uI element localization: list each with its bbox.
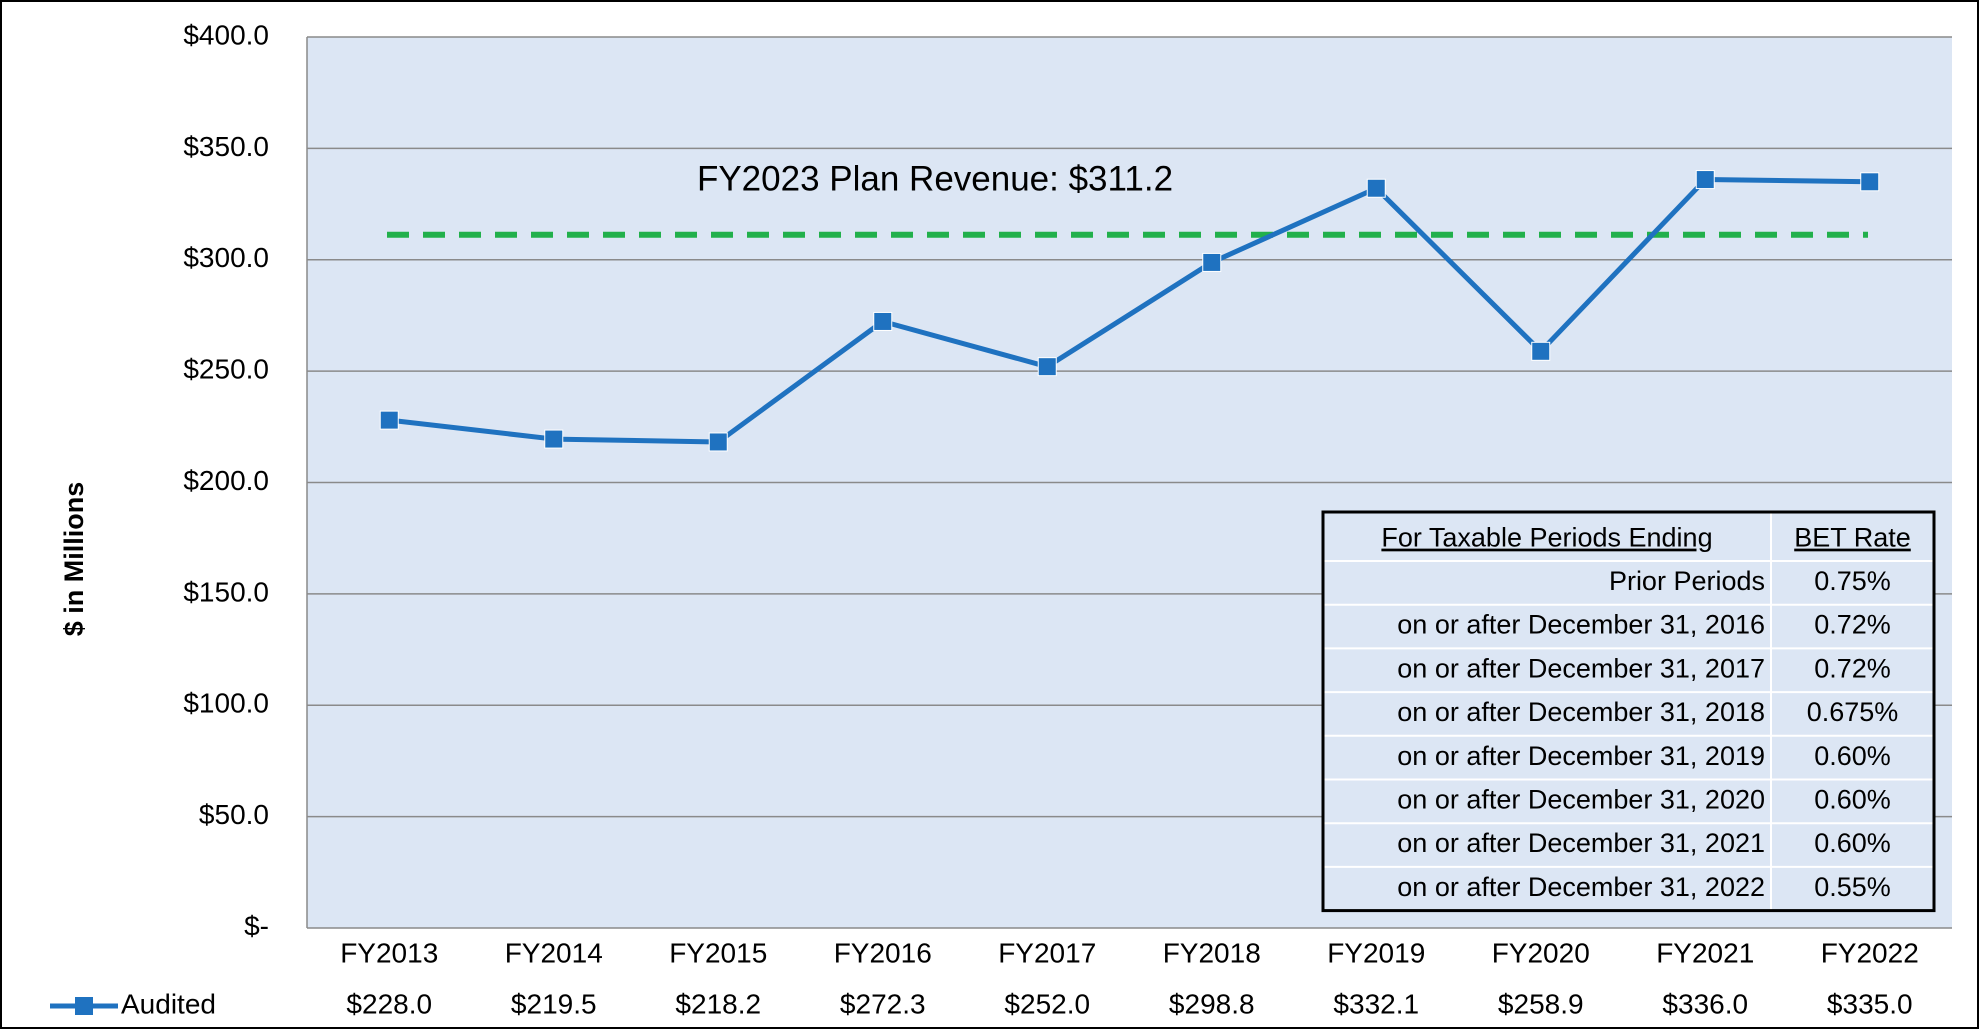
x-tick-label: FY2022 [1821,937,1919,968]
series-line [388,177,1870,445]
table-border [1321,510,1936,913]
rate-table: For Taxable Periods Ending BET Rate Prior … [1321,510,1936,913]
data-label: $335.0 [1827,988,1913,1019]
table-cell: 0.72% [1814,653,1891,683]
marker [1037,357,1057,377]
table-cell: 0.675% [1807,697,1899,727]
y-tick-label: $150.0 [183,576,269,607]
y-tick-label: $250.0 [183,354,269,385]
legend-label: Audited [121,988,216,1019]
data-label: $272.3 [840,988,926,1019]
x-tick-label: FY2019 [1327,937,1425,968]
x-tick-label: FY2020 [1492,937,1590,968]
data-label: $336.0 [1662,988,1748,1019]
table-cell: 0.60% [1814,741,1891,771]
data-label: $219.5 [511,988,597,1019]
marker [1202,252,1222,272]
y-tick-label: $100.0 [183,688,269,719]
x-tick-label: FY2015 [669,937,767,968]
table-cell: 0.60% [1814,828,1891,858]
y-tick-label: $300.0 [183,242,269,273]
annotation: FY2023 Plan Revenue: $311.2 [697,159,1173,198]
table-header: For Taxable Periods Ending [1381,523,1712,553]
y-axis-label: $ in Millions [59,482,89,637]
table-cell: 0.60% [1814,784,1891,814]
table-cell: on or after December 31, 2022 [1397,872,1765,902]
marker [1860,172,1880,192]
table-bg [1323,512,1934,911]
data-label: $298.8 [1169,988,1255,1019]
x-tick-label: FY2017 [998,937,1096,968]
table-cell: 0.72% [1814,610,1891,640]
marker [1695,170,1715,190]
table-cell: on or after December 31, 2020 [1397,784,1765,814]
table-cell: 0.55% [1814,872,1891,902]
table-cell: on or after December 31, 2018 [1397,697,1765,727]
table-cell: on or after December 31, 2019 [1397,741,1765,771]
x-tick-label: FY2021 [1656,937,1754,968]
x-tick-label: FY2016 [834,937,932,968]
table-cell: on or after December 31, 2016 [1397,610,1765,640]
x-tick-label: FY2013 [340,937,438,968]
y-tick-label: $200.0 [183,465,269,496]
y-tick-label: $50.0 [199,799,269,830]
marker [708,432,728,452]
data-label: $228.0 [346,988,432,1019]
data-label: $218.2 [675,988,761,1019]
marker [544,429,564,449]
y-tick-label: $350.0 [183,131,269,162]
y-tick-label: $400.0 [183,19,269,50]
table-cell: 0.75% [1814,566,1891,596]
legend-marker [75,997,93,1015]
data-label: $252.0 [1004,988,1090,1019]
data-label: $258.9 [1498,988,1584,1019]
table-cell: Prior Periods [1609,566,1765,596]
marker [1366,178,1386,198]
marker [873,311,893,331]
x-tick-label: FY2018 [1163,937,1261,968]
marker [1531,341,1551,361]
x-tick-label: FY2014 [505,937,603,968]
data-label: $332.1 [1333,988,1419,1019]
y-tick-label: $- [244,910,269,941]
table-cell: on or after December 31, 2021 [1397,828,1765,858]
table-cell: on or after December 31, 2017 [1397,653,1765,683]
marker [379,410,399,430]
table-header: BET Rate [1794,523,1911,553]
